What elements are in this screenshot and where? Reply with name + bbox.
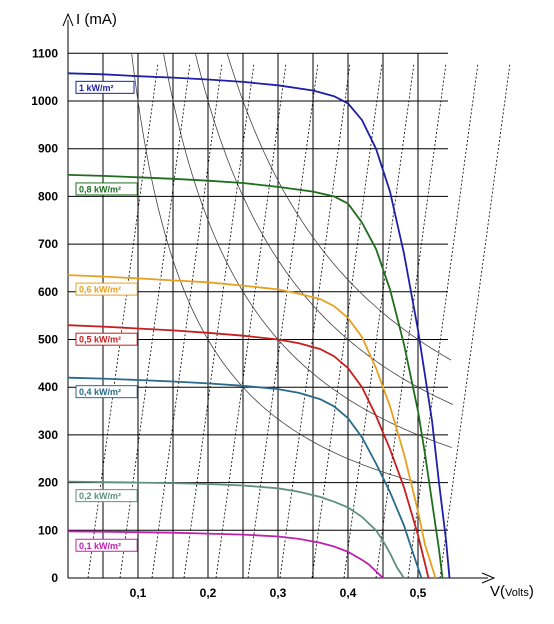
- x-tick-label: 0,4: [340, 586, 357, 600]
- y-tick-label: 200: [38, 476, 58, 490]
- series-label: 0,4 kW/m²: [79, 387, 121, 397]
- series-label: 0,5 kW/m²: [79, 335, 121, 345]
- series-label-box: 1 kW/m²: [75, 80, 135, 94]
- resistance-line: [407, 63, 479, 579]
- power-curves: [131, 53, 454, 483]
- y-tick-label: 100: [38, 523, 58, 537]
- series-label-border: [75, 489, 138, 503]
- series-label-border: [75, 182, 138, 196]
- y-tick-label: 0: [51, 571, 58, 585]
- y-tick-label: 600: [38, 285, 58, 299]
- series-label: 0,2 kW/m²: [79, 491, 121, 501]
- series-label-box: 0,8 kW/m²: [75, 182, 138, 196]
- resistance-line: [279, 63, 351, 579]
- y-axis-arrow: [62, 12, 74, 27]
- series-line: [67, 72, 451, 579]
- series-line: [67, 174, 444, 579]
- power-curve: [226, 53, 452, 361]
- series-line: [67, 530, 384, 579]
- x-axis-label: V(Volts): [490, 583, 534, 600]
- x-axis-label-symbol: V: [490, 583, 500, 600]
- x-tick-label: 0,2: [200, 586, 217, 600]
- series-label: 0,6 kW/m²: [79, 285, 121, 295]
- resistance-line: [247, 63, 319, 579]
- resistance-lines: [87, 63, 511, 579]
- y-tick-label: 700: [38, 237, 58, 251]
- series-label-box: 0,5 kW/m²: [75, 332, 138, 346]
- series-lines: [67, 72, 451, 579]
- y-tick-label: 900: [38, 142, 58, 156]
- resistance-line: [311, 63, 383, 579]
- y-tick-label: 1000: [31, 94, 58, 108]
- series-label-box: 0,6 kW/m²: [75, 282, 138, 296]
- x-axis-label-unit: Volts: [505, 587, 529, 599]
- x-axis-arrow: [481, 572, 496, 584]
- y-tick-label: 300: [38, 428, 58, 442]
- series-label-box: 0,1 kW/m²: [75, 538, 138, 552]
- series-label-box: 0,4 kW/m²: [75, 385, 138, 399]
- series-label: 0,8 kW/m²: [79, 184, 121, 194]
- y-tick-label: 800: [38, 189, 58, 203]
- y-tick-label: 400: [38, 380, 58, 394]
- resistance-line: [183, 63, 255, 579]
- series-labels: 1 kW/m² 0,8 kW/m² 0,6 kW/m² 0,5 kW/m² 0,4 kW…: [75, 80, 138, 552]
- y-tick-label: 1100: [32, 46, 58, 60]
- series-label-border: [75, 385, 138, 399]
- resistance-line: [343, 63, 415, 579]
- series-label-border: [75, 282, 138, 296]
- resistance-line: [87, 63, 159, 579]
- series-label-border: [75, 538, 138, 552]
- power-curve: [163, 53, 453, 448]
- series-label-box: 0,2 kW/m²: [75, 489, 138, 503]
- y-axis-label: I (mA): [76, 11, 117, 28]
- y-tick-labels: 0 100 200 300 400 500 600 700 800 900 1000 1100: [31, 46, 58, 585]
- power-curve: [131, 53, 418, 483]
- resistance-line: [375, 63, 447, 579]
- axes: [62, 12, 496, 584]
- series-label: 0,1 kW/m²: [79, 541, 121, 551]
- series-label: 1 kW/m²: [79, 83, 114, 93]
- series-line: [67, 274, 437, 579]
- resistance-line: [119, 63, 191, 579]
- resistance-line: [151, 63, 223, 579]
- x-tick-label: 0,5: [410, 586, 427, 600]
- series-line: [67, 324, 430, 579]
- series-label-border: [75, 332, 138, 346]
- power-curve: [194, 53, 454, 405]
- y-tick-label: 500: [38, 333, 58, 347]
- resistance-line: [215, 63, 287, 579]
- x-tick-label: 0,3: [270, 586, 287, 600]
- series-label-border: [75, 80, 135, 94]
- x-tick-label: 0,1: [130, 586, 147, 600]
- series-line: [67, 480, 405, 579]
- resistance-line: [439, 63, 511, 579]
- x-tick-labels: 0,1 0,2 0,3 0,4 0,5: [130, 586, 427, 600]
- series-line: [67, 376, 423, 579]
